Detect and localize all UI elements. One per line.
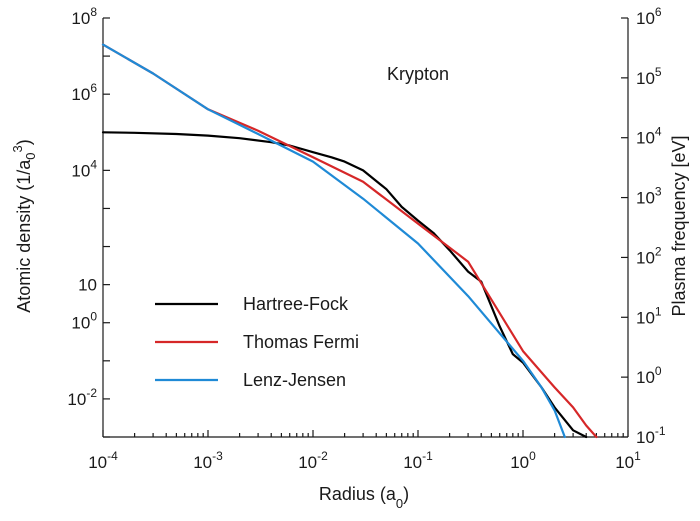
y-right-tick-label: 101 bbox=[636, 304, 662, 327]
y-left-tick-label: 100 bbox=[71, 310, 97, 333]
x-tick-label: 10-1 bbox=[403, 449, 433, 472]
legend: Hartree-Fock Thomas Fermi Lenz-Jensen bbox=[155, 294, 359, 390]
element-annotation: Krypton bbox=[387, 64, 449, 84]
y-right-tick-label: 100 bbox=[636, 364, 662, 387]
y-right-tick-label: 104 bbox=[636, 125, 662, 148]
y-right-ticks: 10-1 100 101 102 103 104 105 106 bbox=[621, 5, 666, 447]
y-right-tick-label: 105 bbox=[636, 65, 662, 88]
y-right-tick-label: 102 bbox=[636, 244, 662, 267]
x-tick-label: 100 bbox=[510, 449, 536, 472]
y-left-tick-label: 10 bbox=[78, 276, 97, 295]
y-left-tick-label: 108 bbox=[71, 5, 97, 28]
plot-axes bbox=[102, 18, 629, 438]
y-axis-left-title: Atomic density (1/a03) bbox=[10, 139, 38, 313]
x-axis-title: Radius (a0) bbox=[319, 484, 409, 511]
series-lines bbox=[101, 43, 598, 439]
y-axis-right-title: Plasma frequency [eV] bbox=[669, 135, 689, 316]
x-tick-label: 10-2 bbox=[298, 449, 328, 472]
legend-label-lenz-jensen: Lenz-Jensen bbox=[243, 370, 346, 390]
legend-label-hartree-fock: Hartree-Fock bbox=[243, 294, 349, 314]
y-left-tick-label: 104 bbox=[71, 157, 97, 180]
y-right-tick-label: 10-1 bbox=[636, 424, 666, 447]
x-tick-label: 101 bbox=[615, 449, 641, 472]
legend-label-thomas-fermi: Thomas Fermi bbox=[243, 332, 359, 352]
series-line-lenz-jensen bbox=[101, 43, 566, 439]
y-right-tick-label: 103 bbox=[636, 185, 662, 208]
series-line-thomas-fermi bbox=[101, 43, 598, 439]
x-ticks: 10-4 10-3 10-2 10-1 100 101 bbox=[88, 430, 641, 472]
y-right-tick-label: 106 bbox=[636, 5, 662, 28]
y-left-ticks: 10-2 100 10 104 106 108 bbox=[67, 5, 110, 438]
y-left-tick-label: 106 bbox=[71, 81, 97, 104]
x-tick-label: 10-4 bbox=[88, 449, 118, 472]
x-tick-label: 10-3 bbox=[193, 449, 223, 472]
y-left-tick-label: 10-2 bbox=[67, 386, 97, 409]
series-line-hartree-fock bbox=[101, 131, 588, 439]
